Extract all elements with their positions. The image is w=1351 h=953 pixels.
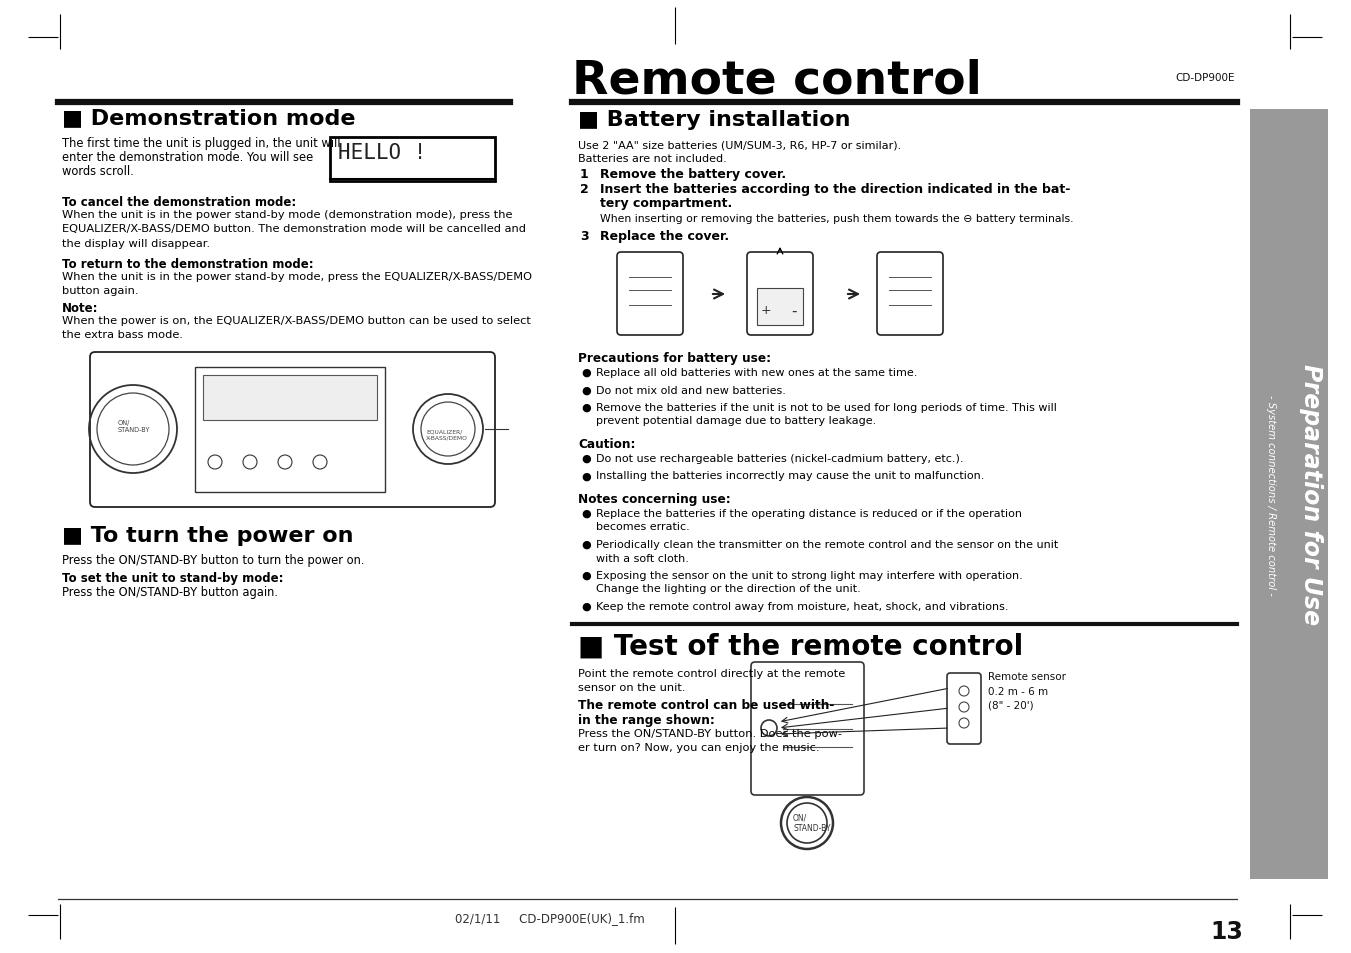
Text: - System connections / Remote control -: - System connections / Remote control - [1266, 395, 1275, 595]
Text: prevent potential damage due to battery leakage.: prevent potential damage due to battery … [596, 416, 877, 426]
Text: When the power is on, the EQUALIZER/X-BASS/DEMO button can be used to select
the: When the power is on, the EQUALIZER/X-BA… [62, 315, 531, 340]
Text: Preparation for Use: Preparation for Use [1300, 364, 1323, 625]
Text: Notes concerning use:: Notes concerning use: [578, 493, 731, 505]
Text: tery compartment.: tery compartment. [600, 196, 732, 210]
Text: 0.2 m - 6 m
(8" - 20'): 0.2 m - 6 m (8" - 20') [988, 686, 1048, 709]
Text: EQUALIZER/
X-BASS/DEMO: EQUALIZER/ X-BASS/DEMO [426, 429, 467, 440]
Text: Replace all old batteries with new ones at the same time.: Replace all old batteries with new ones … [596, 368, 917, 377]
Text: ON/
STAND-BY: ON/ STAND-BY [793, 813, 831, 833]
Text: Note:: Note: [62, 302, 99, 314]
FancyBboxPatch shape [617, 253, 684, 335]
Text: CD-DP900E: CD-DP900E [1175, 73, 1235, 83]
FancyBboxPatch shape [877, 253, 943, 335]
Text: When the unit is in the power stand-by mode, press the EQUALIZER/X-BASS/DEMO
but: When the unit is in the power stand-by m… [62, 272, 532, 296]
Text: ●: ● [581, 454, 590, 463]
Text: Do not mix old and new batteries.: Do not mix old and new batteries. [596, 385, 786, 395]
Text: ■ Battery installation: ■ Battery installation [578, 110, 851, 130]
Text: 1: 1 [580, 168, 589, 181]
Text: ■ To turn the power on: ■ To turn the power on [62, 525, 354, 545]
Text: Remove the batteries if the unit is not to be used for long periods of time. Thi: Remove the batteries if the unit is not … [596, 402, 1056, 413]
Text: ●: ● [581, 402, 590, 413]
Text: ●: ● [581, 368, 590, 377]
Text: ■ Test of the remote control: ■ Test of the remote control [578, 633, 1023, 660]
Text: becomes erratic.: becomes erratic. [596, 522, 690, 532]
FancyBboxPatch shape [751, 662, 865, 795]
Text: Remove the battery cover.: Remove the battery cover. [600, 168, 786, 181]
Text: Insert the batteries according to the direction indicated in the bat-: Insert the batteries according to the di… [600, 183, 1070, 195]
Text: To return to the demonstration mode:: To return to the demonstration mode: [62, 257, 313, 271]
Text: +: + [761, 304, 771, 317]
Text: Press the ON/STAND-BY button again.: Press the ON/STAND-BY button again. [62, 585, 278, 598]
Text: HELLO !: HELLO ! [338, 143, 427, 163]
Text: Exposing the sensor on the unit to strong light may interfere with operation.: Exposing the sensor on the unit to stron… [596, 571, 1023, 580]
FancyBboxPatch shape [747, 253, 813, 335]
Text: words scroll.: words scroll. [62, 165, 134, 178]
Text: ■ Demonstration mode: ■ Demonstration mode [62, 108, 355, 128]
Text: with a soft cloth.: with a soft cloth. [596, 553, 689, 563]
FancyBboxPatch shape [947, 673, 981, 744]
Text: 13: 13 [1210, 919, 1243, 943]
Text: Remote control: Remote control [571, 58, 982, 103]
Text: 3: 3 [580, 230, 589, 243]
Text: ●: ● [581, 385, 590, 395]
Text: Periodically clean the transmitter on the remote control and the sensor on the u: Periodically clean the transmitter on th… [596, 539, 1058, 550]
Text: Caution:: Caution: [578, 437, 635, 451]
Bar [330, 138, 494, 182]
Bar [203, 375, 377, 420]
Bar [195, 368, 385, 493]
Text: Installing the batteries incorrectly may cause the unit to malfunction.: Installing the batteries incorrectly may… [596, 471, 985, 481]
Text: Press the ON/STAND-BY button. Does the pow-
er turn on? Now, you can enjoy the m: Press the ON/STAND-BY button. Does the p… [578, 728, 842, 753]
Text: ●: ● [581, 509, 590, 518]
Text: When inserting or removing the batteries, push them towards the ⊖ battery termin: When inserting or removing the batteries… [600, 213, 1074, 224]
Text: Replace the cover.: Replace the cover. [600, 230, 730, 243]
Text: enter the demonstration mode. You will see: enter the demonstration mode. You will s… [62, 151, 313, 164]
Text: Remote sensor: Remote sensor [988, 671, 1066, 681]
FancyBboxPatch shape [91, 353, 494, 507]
Text: The remote control can be used with-
in the range shown:: The remote control can be used with- in … [578, 699, 835, 726]
Text: Use 2 "AA" size batteries (UM/SUM-3, R6, HP-7 or similar).
Batteries are not inc: Use 2 "AA" size batteries (UM/SUM-3, R6,… [578, 140, 901, 164]
Text: 02/1/11     CD-DP900E(UK)_1.fm: 02/1/11 CD-DP900E(UK)_1.fm [455, 911, 644, 924]
Text: ON/
STAND-BY: ON/ STAND-BY [118, 419, 150, 432]
Text: To cancel the demonstration mode:: To cancel the demonstration mode: [62, 195, 296, 209]
Bar [1250, 110, 1328, 879]
Text: Replace the batteries if the operating distance is reduced or if the operation: Replace the batteries if the operating d… [596, 509, 1021, 518]
Text: Do not use rechargeable batteries (nickel-cadmium battery, etc.).: Do not use rechargeable batteries (nicke… [596, 454, 963, 463]
Text: To set the unit to stand-by mode:: To set the unit to stand-by mode: [62, 572, 284, 584]
Text: ●: ● [581, 571, 590, 580]
Text: The first time the unit is plugged in, the unit will: The first time the unit is plugged in, t… [62, 137, 340, 150]
Bar [757, 289, 802, 326]
Text: Change the lighting or the direction of the unit.: Change the lighting or the direction of … [596, 584, 861, 594]
Text: Point the remote control directly at the remote
sensor on the unit.: Point the remote control directly at the… [578, 668, 846, 693]
Text: Press the ON/STAND-BY button to turn the power on.: Press the ON/STAND-BY button to turn the… [62, 554, 365, 566]
Text: -: - [792, 303, 797, 318]
Text: ●: ● [581, 601, 590, 612]
Text: ●: ● [581, 539, 590, 550]
Text: 2: 2 [580, 183, 589, 195]
Text: When the unit is in the power stand-by mode (demonstration mode), press the
EQUA: When the unit is in the power stand-by m… [62, 210, 526, 249]
Text: ●: ● [581, 471, 590, 481]
Text: Precautions for battery use:: Precautions for battery use: [578, 352, 771, 365]
Text: Keep the remote control away from moisture, heat, shock, and vibrations.: Keep the remote control away from moistu… [596, 601, 1008, 612]
